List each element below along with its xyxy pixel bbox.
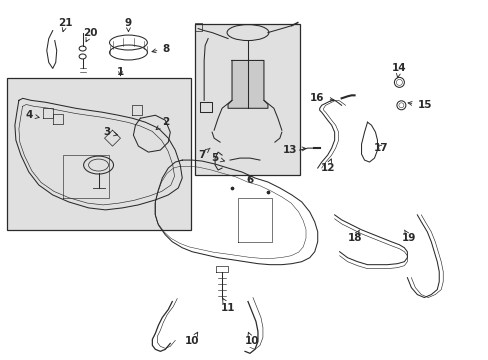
Text: 19: 19 — [401, 230, 416, 243]
Text: 10: 10 — [244, 332, 259, 346]
Text: 15: 15 — [407, 100, 431, 110]
Text: 4: 4 — [25, 110, 39, 120]
Text: 21: 21 — [59, 18, 73, 32]
Text: 18: 18 — [346, 230, 361, 243]
Text: 3: 3 — [103, 127, 117, 137]
Text: 5: 5 — [210, 153, 224, 163]
Text: 8: 8 — [152, 44, 169, 54]
Text: 16: 16 — [309, 93, 333, 103]
Polygon shape — [227, 60, 267, 108]
Text: 20: 20 — [83, 28, 98, 42]
Text: 7: 7 — [197, 148, 210, 160]
Text: 13: 13 — [283, 145, 305, 155]
Text: 9: 9 — [124, 18, 132, 32]
FancyBboxPatch shape — [7, 78, 191, 230]
Text: 2: 2 — [156, 117, 169, 130]
Text: 10: 10 — [184, 332, 199, 346]
Text: 17: 17 — [373, 143, 388, 153]
Text: 1: 1 — [117, 67, 124, 77]
Text: 6: 6 — [246, 175, 253, 185]
Text: 12: 12 — [320, 159, 334, 173]
FancyBboxPatch shape — [195, 24, 299, 175]
Text: 11: 11 — [221, 298, 235, 312]
Text: 14: 14 — [391, 63, 406, 77]
